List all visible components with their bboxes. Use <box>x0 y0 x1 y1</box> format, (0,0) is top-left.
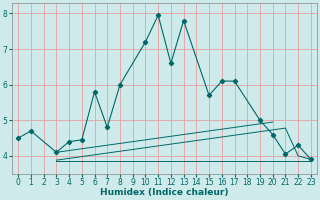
X-axis label: Humidex (Indice chaleur): Humidex (Indice chaleur) <box>100 188 229 197</box>
